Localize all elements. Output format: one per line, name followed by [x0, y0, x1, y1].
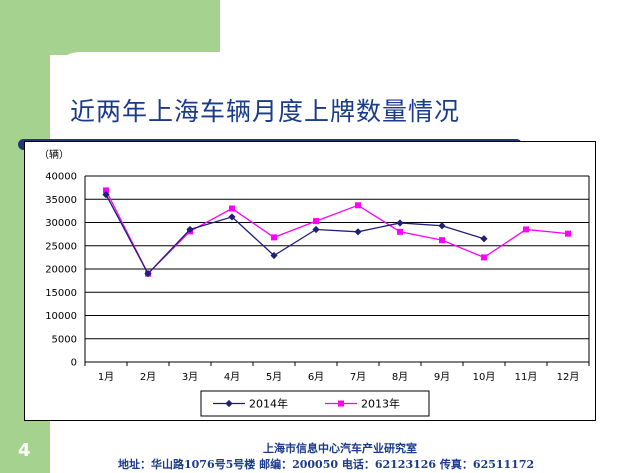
- line-chart: （辆） 0 5000 10000 15000 20000 25000 30000 35000 40…: [39, 148, 590, 417]
- legend-marker: [338, 400, 344, 407]
- x-tick-label: 12月: [557, 371, 580, 383]
- x-tick-label: 10月: [473, 371, 496, 383]
- data-point: [271, 234, 277, 241]
- legend-marker: [225, 399, 233, 408]
- data-point: [438, 222, 446, 230]
- data-point: [523, 226, 529, 233]
- y-tick-label: 0: [71, 358, 77, 369]
- y-tick-label: 25000: [45, 241, 77, 252]
- footer-contact: 地址：华山路1076号5号楼 邮编：200050 电话：62123126 传真：…: [118, 458, 535, 471]
- data-point: [565, 230, 571, 237]
- data-point: [439, 237, 445, 244]
- legend-label: 2013年: [361, 397, 400, 411]
- y-tick-label: 10000: [45, 311, 77, 322]
- y-unit-label: （辆）: [39, 148, 69, 161]
- data-point: [481, 254, 487, 261]
- data-point: [186, 225, 194, 234]
- data-point: [480, 235, 488, 243]
- slide-title: 近两年上海车辆月度上牌数量情况: [70, 97, 461, 126]
- data-point: [102, 191, 110, 199]
- y-tick-label: 5000: [52, 334, 77, 345]
- x-tick-label: 4月: [224, 371, 240, 383]
- x-tick-label: 1月: [98, 371, 114, 383]
- y-tick-label: 35000: [45, 195, 77, 206]
- y-tick-label: 30000: [45, 218, 77, 229]
- data-point: [397, 228, 403, 235]
- x-tick-label: 5月: [266, 371, 282, 383]
- y-tick-label: 15000: [45, 288, 77, 299]
- data-point: [229, 205, 235, 212]
- top-accent-bar: [0, 0, 220, 55]
- x-tick-label: 6月: [308, 371, 324, 383]
- x-tick-label: 11月: [515, 371, 538, 383]
- series-line-0: [105, 194, 485, 275]
- x-tick-label: 2月: [140, 371, 156, 383]
- legend-label: 2014年: [249, 397, 288, 411]
- data-point: [313, 218, 319, 225]
- content-corner: [50, 52, 250, 142]
- y-tick-label: 40000: [45, 172, 77, 183]
- chart-frame: （辆） 0 5000 10000 15000 20000 25000 30000 35000 40…: [24, 141, 596, 421]
- footer-organization: 上海市信息中心汽车产业研究室: [263, 442, 417, 455]
- data-point: [354, 228, 362, 236]
- x-tick-label: 9月: [434, 371, 450, 383]
- data-point: [103, 187, 109, 194]
- data-point: [312, 225, 320, 234]
- data-point: [270, 251, 278, 260]
- data-point: [355, 202, 361, 209]
- page-number: 4: [18, 440, 31, 461]
- y-tick-label: 20000: [45, 265, 77, 276]
- data-point: [144, 270, 152, 278]
- x-tick-label: 3月: [182, 371, 198, 383]
- x-tick-label: 7月: [350, 371, 366, 383]
- x-tick-label: 8月: [392, 371, 408, 383]
- series-line-1: [105, 190, 569, 275]
- data-point: [396, 219, 404, 227]
